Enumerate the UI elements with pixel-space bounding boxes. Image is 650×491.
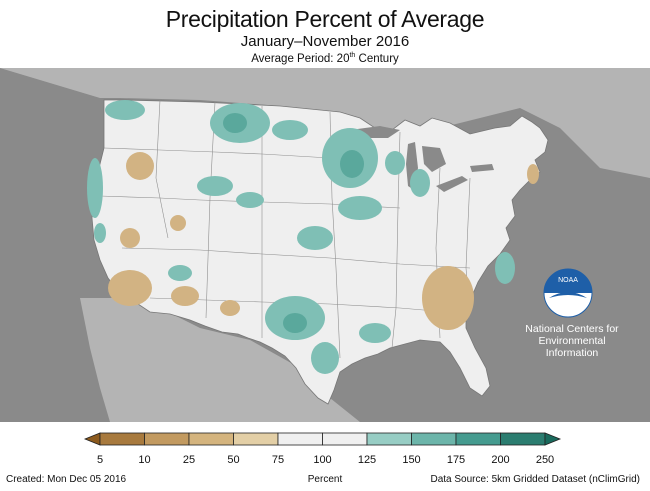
wet-area-wyoming: [197, 176, 233, 196]
ncei-line-2: Environmental: [538, 335, 606, 347]
wet-area-montana-east: [272, 120, 308, 140]
period-sup: th: [349, 52, 356, 59]
wet-area-arizona: [168, 265, 192, 281]
data-source: Data Source: 5km Gridded Dataset (nClimG…: [430, 474, 640, 485]
legend-swatch: [366, 432, 412, 446]
dry-area-southeast: [422, 266, 474, 330]
legend-tick-label: 250: [535, 454, 555, 466]
wetter-area-minnesota: [340, 150, 364, 178]
dry-area-utah: [170, 215, 186, 231]
lake-huron: [422, 146, 446, 172]
legend-swatch: [455, 432, 501, 446]
legend-tick-label: 75: [271, 454, 285, 466]
wetter-area-montana: [223, 113, 247, 133]
legend-arrow-high: [544, 432, 562, 446]
wet-area-wisconsin: [385, 151, 405, 175]
wetter-area-texas: [283, 313, 307, 333]
legend-tick-label: 10: [138, 454, 151, 466]
legend-swatch: [99, 432, 145, 446]
average-period: Average Period: 20th Century: [0, 52, 650, 65]
wet-area-texas-south: [311, 342, 339, 374]
legend-tick-label: 200: [491, 454, 510, 466]
legend-swatch: [411, 432, 457, 446]
legend-swatch: [500, 432, 546, 446]
wet-area-louisiana: [359, 323, 391, 343]
period-prefix: Average Period: 20: [251, 52, 350, 65]
color-legend: [0, 425, 650, 470]
wet-areas: [87, 100, 515, 374]
wetter-areas: [223, 113, 364, 333]
wet-area-carolina: [495, 252, 515, 284]
legend-swatch: [322, 432, 368, 446]
legend-tick-label: 5: [96, 454, 104, 466]
ncei-line-1: National Centers for: [525, 323, 619, 335]
legend-tick-label: 25: [182, 454, 196, 466]
title-block: Precipitation Percent of Average January…: [0, 0, 650, 68]
dry-area-oregon: [126, 152, 154, 180]
usa-land: [91, 99, 549, 405]
mexico-land: [80, 298, 360, 422]
lake-erie: [436, 176, 468, 192]
wet-area-iowa: [338, 196, 382, 220]
legend-tick-label: 175: [446, 454, 466, 466]
lake-ontario: [470, 164, 494, 172]
canada-land: [0, 68, 650, 178]
legend-swatch: [233, 432, 279, 446]
dry-area-arizona: [171, 286, 199, 306]
dry-areas: [108, 152, 539, 330]
legend-colorbar: [83, 432, 562, 446]
dry-area-new-england: [527, 164, 539, 184]
legend-tick-label: 125: [357, 454, 377, 466]
created-date: Created: Mon Dec 05 2016: [6, 474, 127, 485]
legend-swatch: [188, 432, 234, 446]
map-svg: [0, 68, 650, 422]
legend-label: Percent: [307, 474, 343, 485]
dry-area-nevada: [120, 228, 140, 248]
map-subtitle: January–November 2016: [240, 33, 410, 50]
period-suffix: Century: [355, 52, 399, 65]
wet-area-california: [87, 158, 103, 218]
map-title: Precipitation Percent of Average: [165, 6, 485, 32]
legend-swatch: [277, 432, 323, 446]
legend-tick-label: 50: [227, 454, 240, 466]
dry-area-new-mexico: [220, 300, 240, 316]
wet-area-michigan: [410, 169, 430, 197]
ncei-line-3: Information: [545, 347, 599, 359]
legend-arrow-low: [83, 432, 101, 446]
ncei-label: National Centers for Environmental Infor…: [512, 323, 632, 359]
wet-area-colorado: [236, 192, 264, 208]
wet-area-washington: [105, 100, 145, 120]
legend-swatch: [144, 432, 190, 446]
wet-area-kansas: [297, 226, 333, 250]
wet-area-california-coast: [94, 223, 106, 243]
dry-area-california-south: [108, 270, 152, 306]
legend-tick-label: 100: [313, 454, 332, 466]
noaa-logo: NOAA: [543, 268, 593, 318]
legend-tick-label: 150: [402, 454, 421, 466]
state-boundaries: [99, 99, 471, 359]
precipitation-map: [0, 68, 650, 422]
noaa-logo-text: NOAA: [558, 277, 578, 284]
